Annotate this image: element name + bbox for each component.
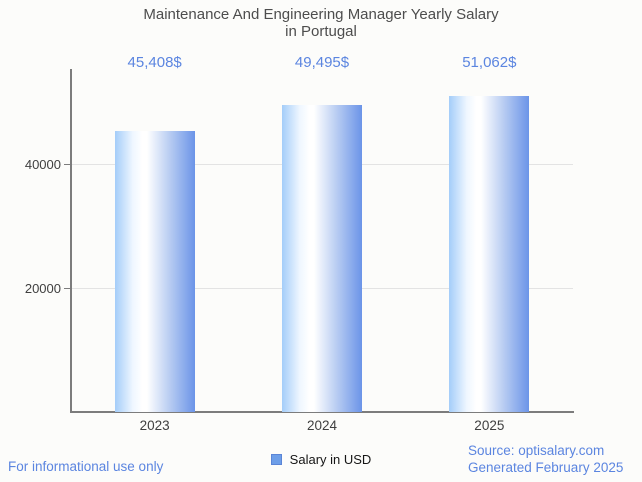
chart-title-line2: in Portugal xyxy=(285,23,357,40)
legend: Salary in USD xyxy=(0,452,642,467)
y-tick-mark-40000 xyxy=(64,164,71,166)
bar-2025 xyxy=(449,95,530,412)
y-tick-mark-20000 xyxy=(64,288,71,290)
x-axis-line xyxy=(70,411,574,413)
bar-2023 xyxy=(114,130,195,412)
y-tick-label-20000: 20000 xyxy=(24,281,61,297)
x-axis-label-2025: 2025 xyxy=(474,418,505,433)
chart-title: Maintenance And Engineering Manager Year… xyxy=(0,6,642,40)
x-axis-label-2023: 2023 xyxy=(139,418,170,433)
disclaimer-text: For informational use only xyxy=(8,459,164,474)
legend-swatch-icon xyxy=(270,454,282,465)
y-tick-label-40000: 40000 xyxy=(24,157,61,173)
y-axis-line xyxy=(70,69,72,412)
value-label-2023: 45,408$ xyxy=(127,54,182,71)
bar-2024 xyxy=(282,105,362,412)
value-label-2024: 49,495$ xyxy=(294,54,350,71)
x-axis-label-2024: 2024 xyxy=(306,418,338,433)
generated-text: Generated February 2025 xyxy=(468,459,624,475)
value-label-2025: 51,062$ xyxy=(462,54,517,71)
legend-label: Salary in USD xyxy=(289,452,372,467)
source-text: Source: optisalary.com xyxy=(468,443,605,458)
source-block: Source: optisalary.com Generated Februar… xyxy=(468,443,623,476)
chart-title-line1: Maintenance And Engineering Manager Year… xyxy=(143,6,499,23)
